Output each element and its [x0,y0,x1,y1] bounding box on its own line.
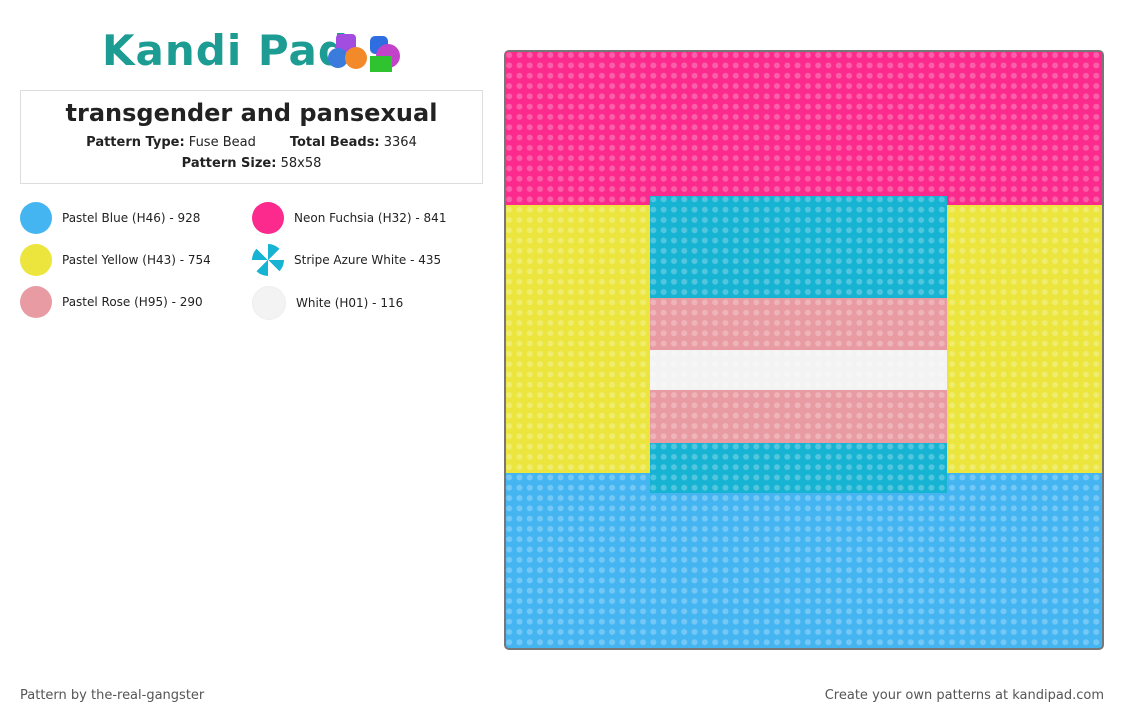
legend-item: White (H01) - 116 [252,286,403,320]
pattern-card: transgender and pansexual Pattern Type: … [20,90,483,184]
beads-label: Total Beads: [289,135,380,150]
legend-item: Stripe Azure White - 435 [252,244,441,276]
beads-value: 3364 [383,135,417,150]
logo[interactable]: Kandi Pad [102,26,349,75]
legend-item: Neon Fuchsia (H32) - 841 [252,202,446,234]
size-value: 58x58 [280,156,322,171]
swatch [252,202,284,234]
logo-beads [328,34,400,72]
type-value: Fuse Bead [188,135,256,150]
swatch [20,286,52,318]
legend-item: Pastel Blue (H46) - 928 [20,202,200,234]
swatch [20,202,52,234]
legend-label: Neon Fuchsia (H32) - 841 [294,211,447,225]
size-label: Pattern Size: [181,156,277,171]
legend-label: Pastel Rose (H95) - 290 [62,295,203,309]
legend-label: Pastel Blue (H46) - 928 [62,211,201,225]
legend-item: Pastel Yellow (H43) - 754 [20,244,211,276]
legend-label: Pastel Yellow (H43) - 754 [62,253,211,267]
promo[interactable]: Create your own patterns at kandipad.com [824,688,1104,703]
swatch [252,244,284,276]
swatch [252,286,286,320]
swatch [20,244,52,276]
credit: Pattern by the-real-gangster [20,688,205,703]
pattern-title: transgender and pansexual [65,99,438,127]
legend-label: White (H01) - 116 [296,296,404,310]
bead-pattern [504,50,1104,650]
legend-item: Pastel Rose (H95) - 290 [20,286,203,318]
type-label: Pattern Type: [86,135,185,150]
legend-label: Stripe Azure White - 435 [294,253,442,267]
